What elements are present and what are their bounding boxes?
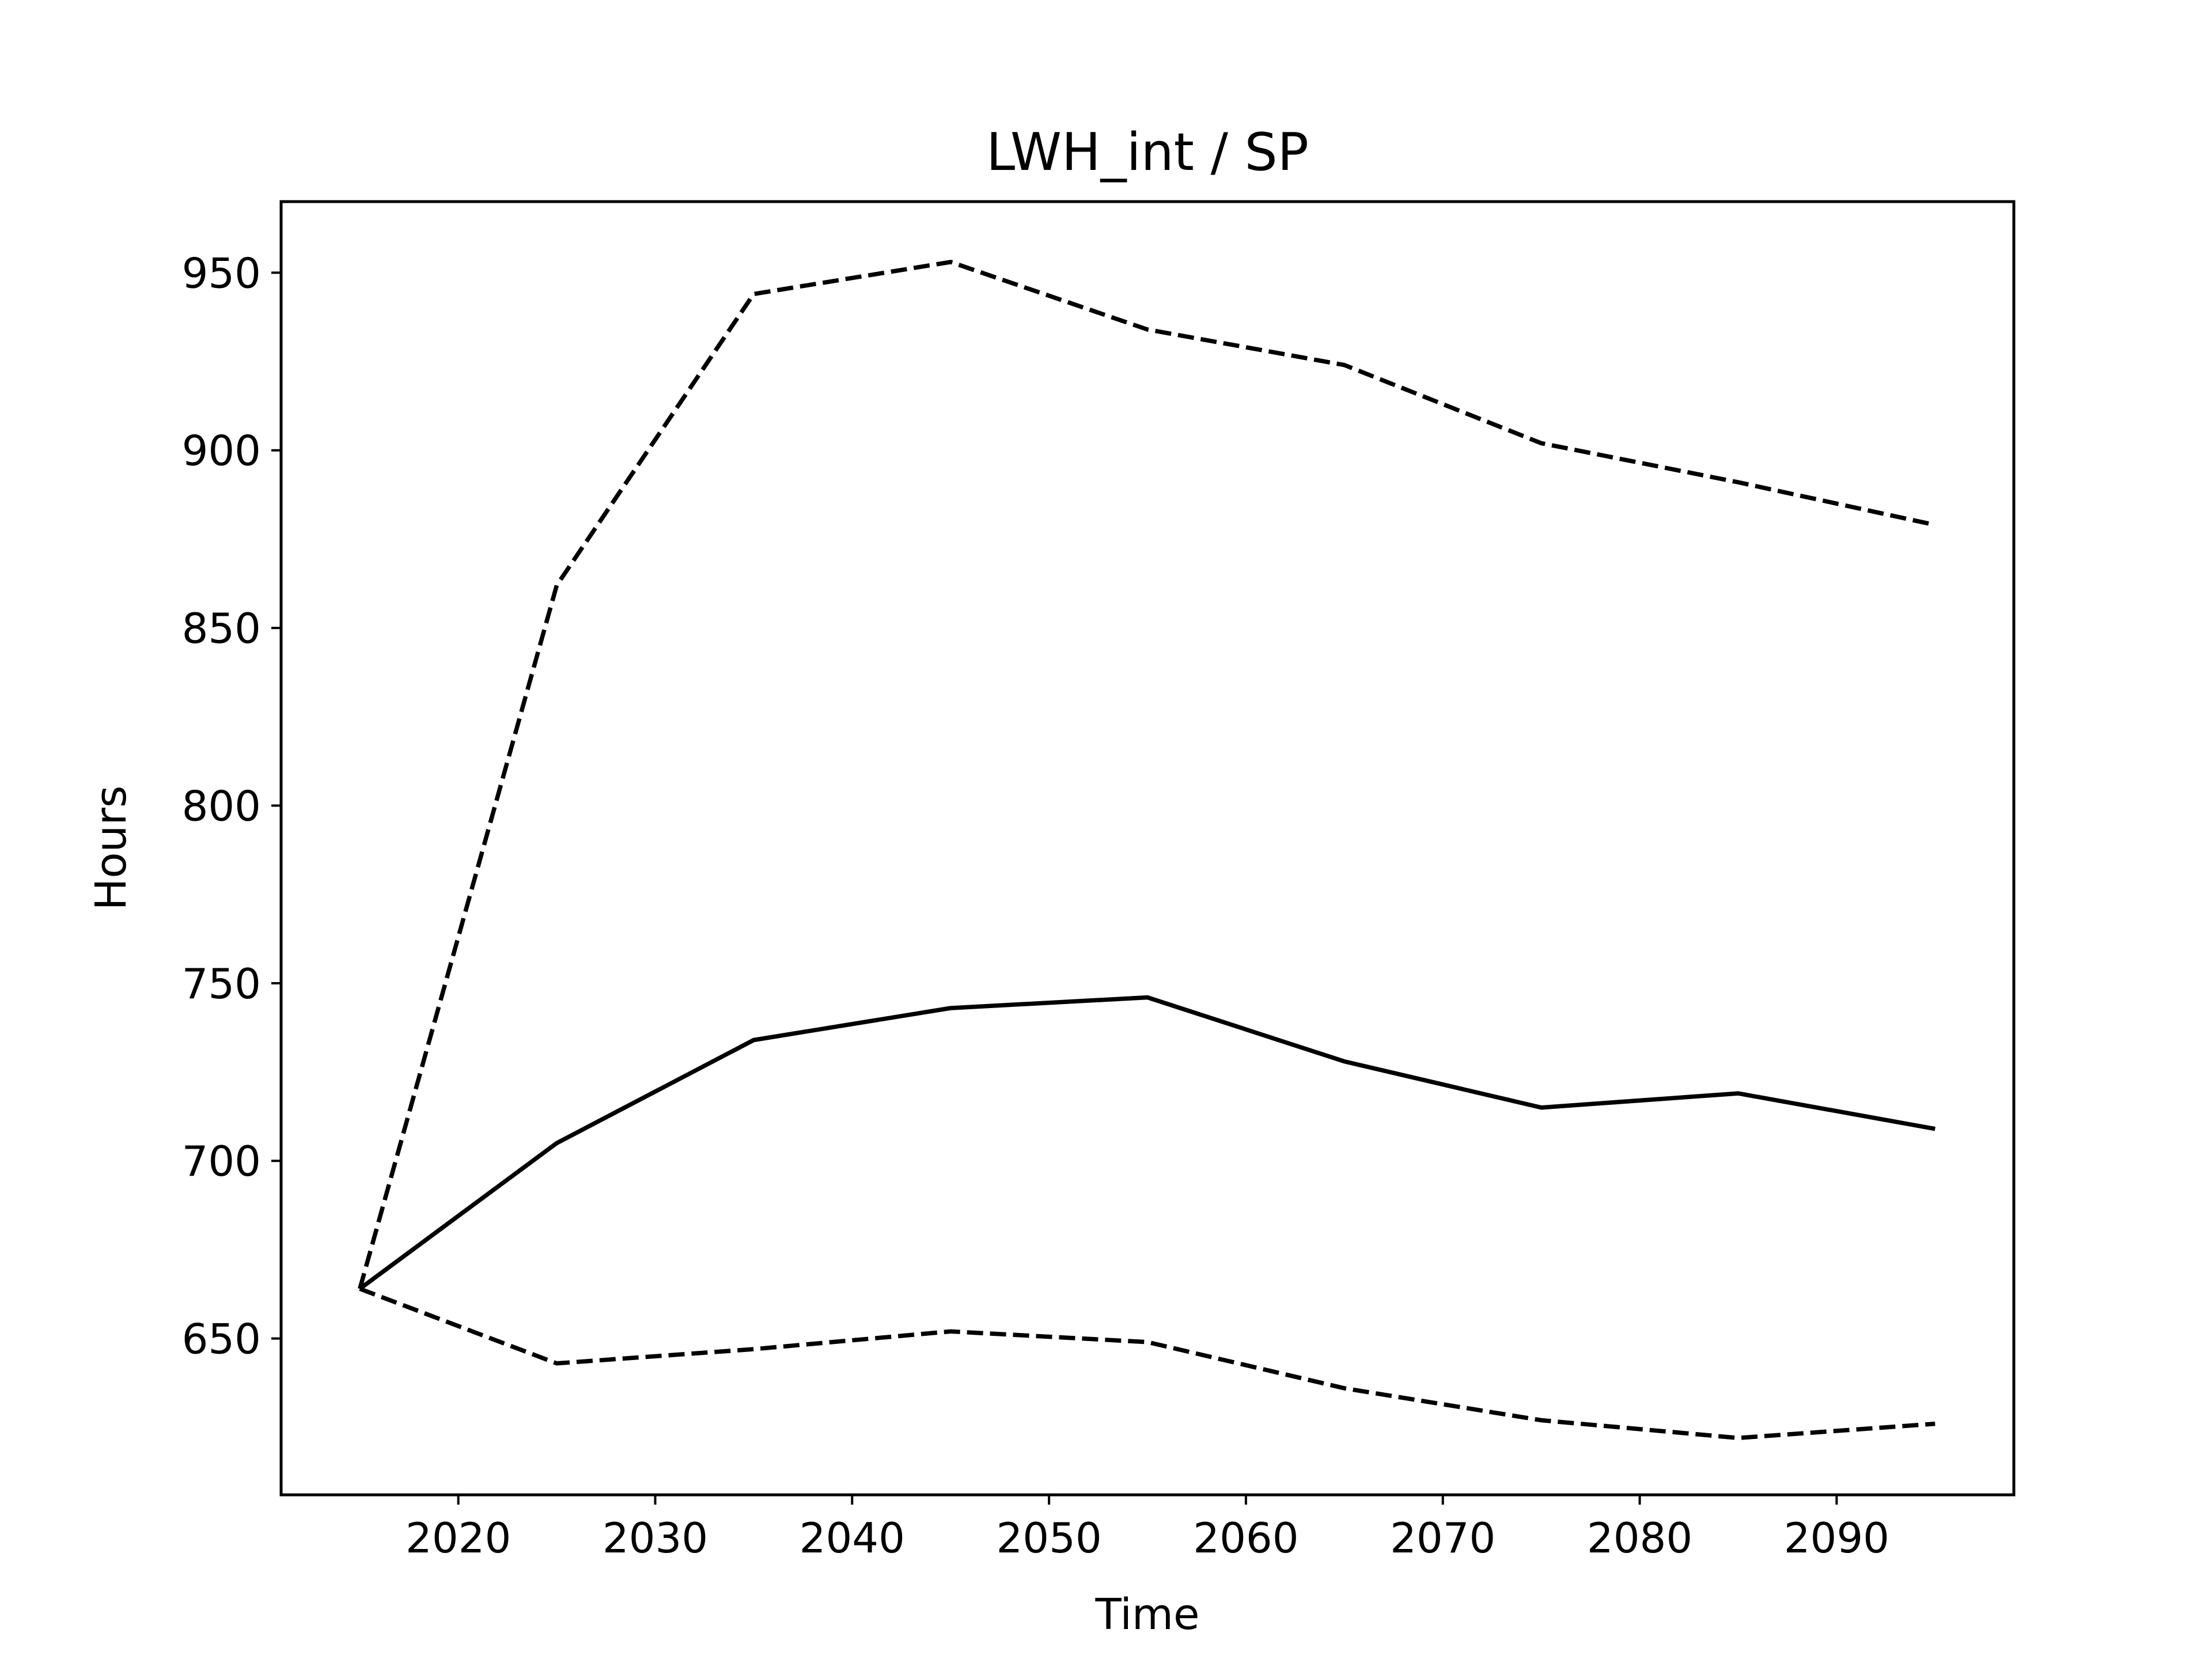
x-tick-label-2040: 2040 — [800, 1514, 905, 1562]
plot-frame — [279, 200, 2016, 1497]
y-tick-label-650: 650 — [182, 1315, 261, 1363]
series-layer — [358, 260, 1936, 1441]
series-line-2-dashed — [359, 1286, 1936, 1441]
y-tick-label-950: 950 — [182, 249, 261, 297]
x-tick-label-2090: 2090 — [1784, 1514, 1889, 1562]
y-tick-label-750: 750 — [182, 960, 261, 1008]
x-tick-label-2020: 2020 — [406, 1514, 511, 1562]
x-axis-label: Time — [1094, 1590, 1199, 1639]
x-axis: 2020 2030 2040 2050 2060 2070 2080 2090 — [406, 1495, 1889, 1562]
x-tick-label-2070: 2070 — [1390, 1514, 1495, 1562]
series-line-0-solid — [358, 995, 1936, 1291]
y-tick-label-800: 800 — [182, 782, 261, 830]
y-axis: 650 700 750 800 850 900 950 — [182, 249, 281, 1363]
y-tick-label-900: 900 — [182, 427, 261, 475]
x-tick-label-2030: 2030 — [603, 1514, 708, 1562]
x-tick-label-2050: 2050 — [996, 1514, 1101, 1562]
y-tick-label-700: 700 — [182, 1137, 261, 1185]
y-axis-label: Hours — [86, 786, 136, 911]
x-tick-label-2060: 2060 — [1193, 1514, 1298, 1562]
y-tick-label-850: 850 — [182, 604, 261, 653]
x-tick-label-2080: 2080 — [1587, 1514, 1692, 1562]
series-line-1-dashed — [358, 260, 1936, 1290]
chart-title: LWH_int / SP — [986, 122, 1309, 183]
